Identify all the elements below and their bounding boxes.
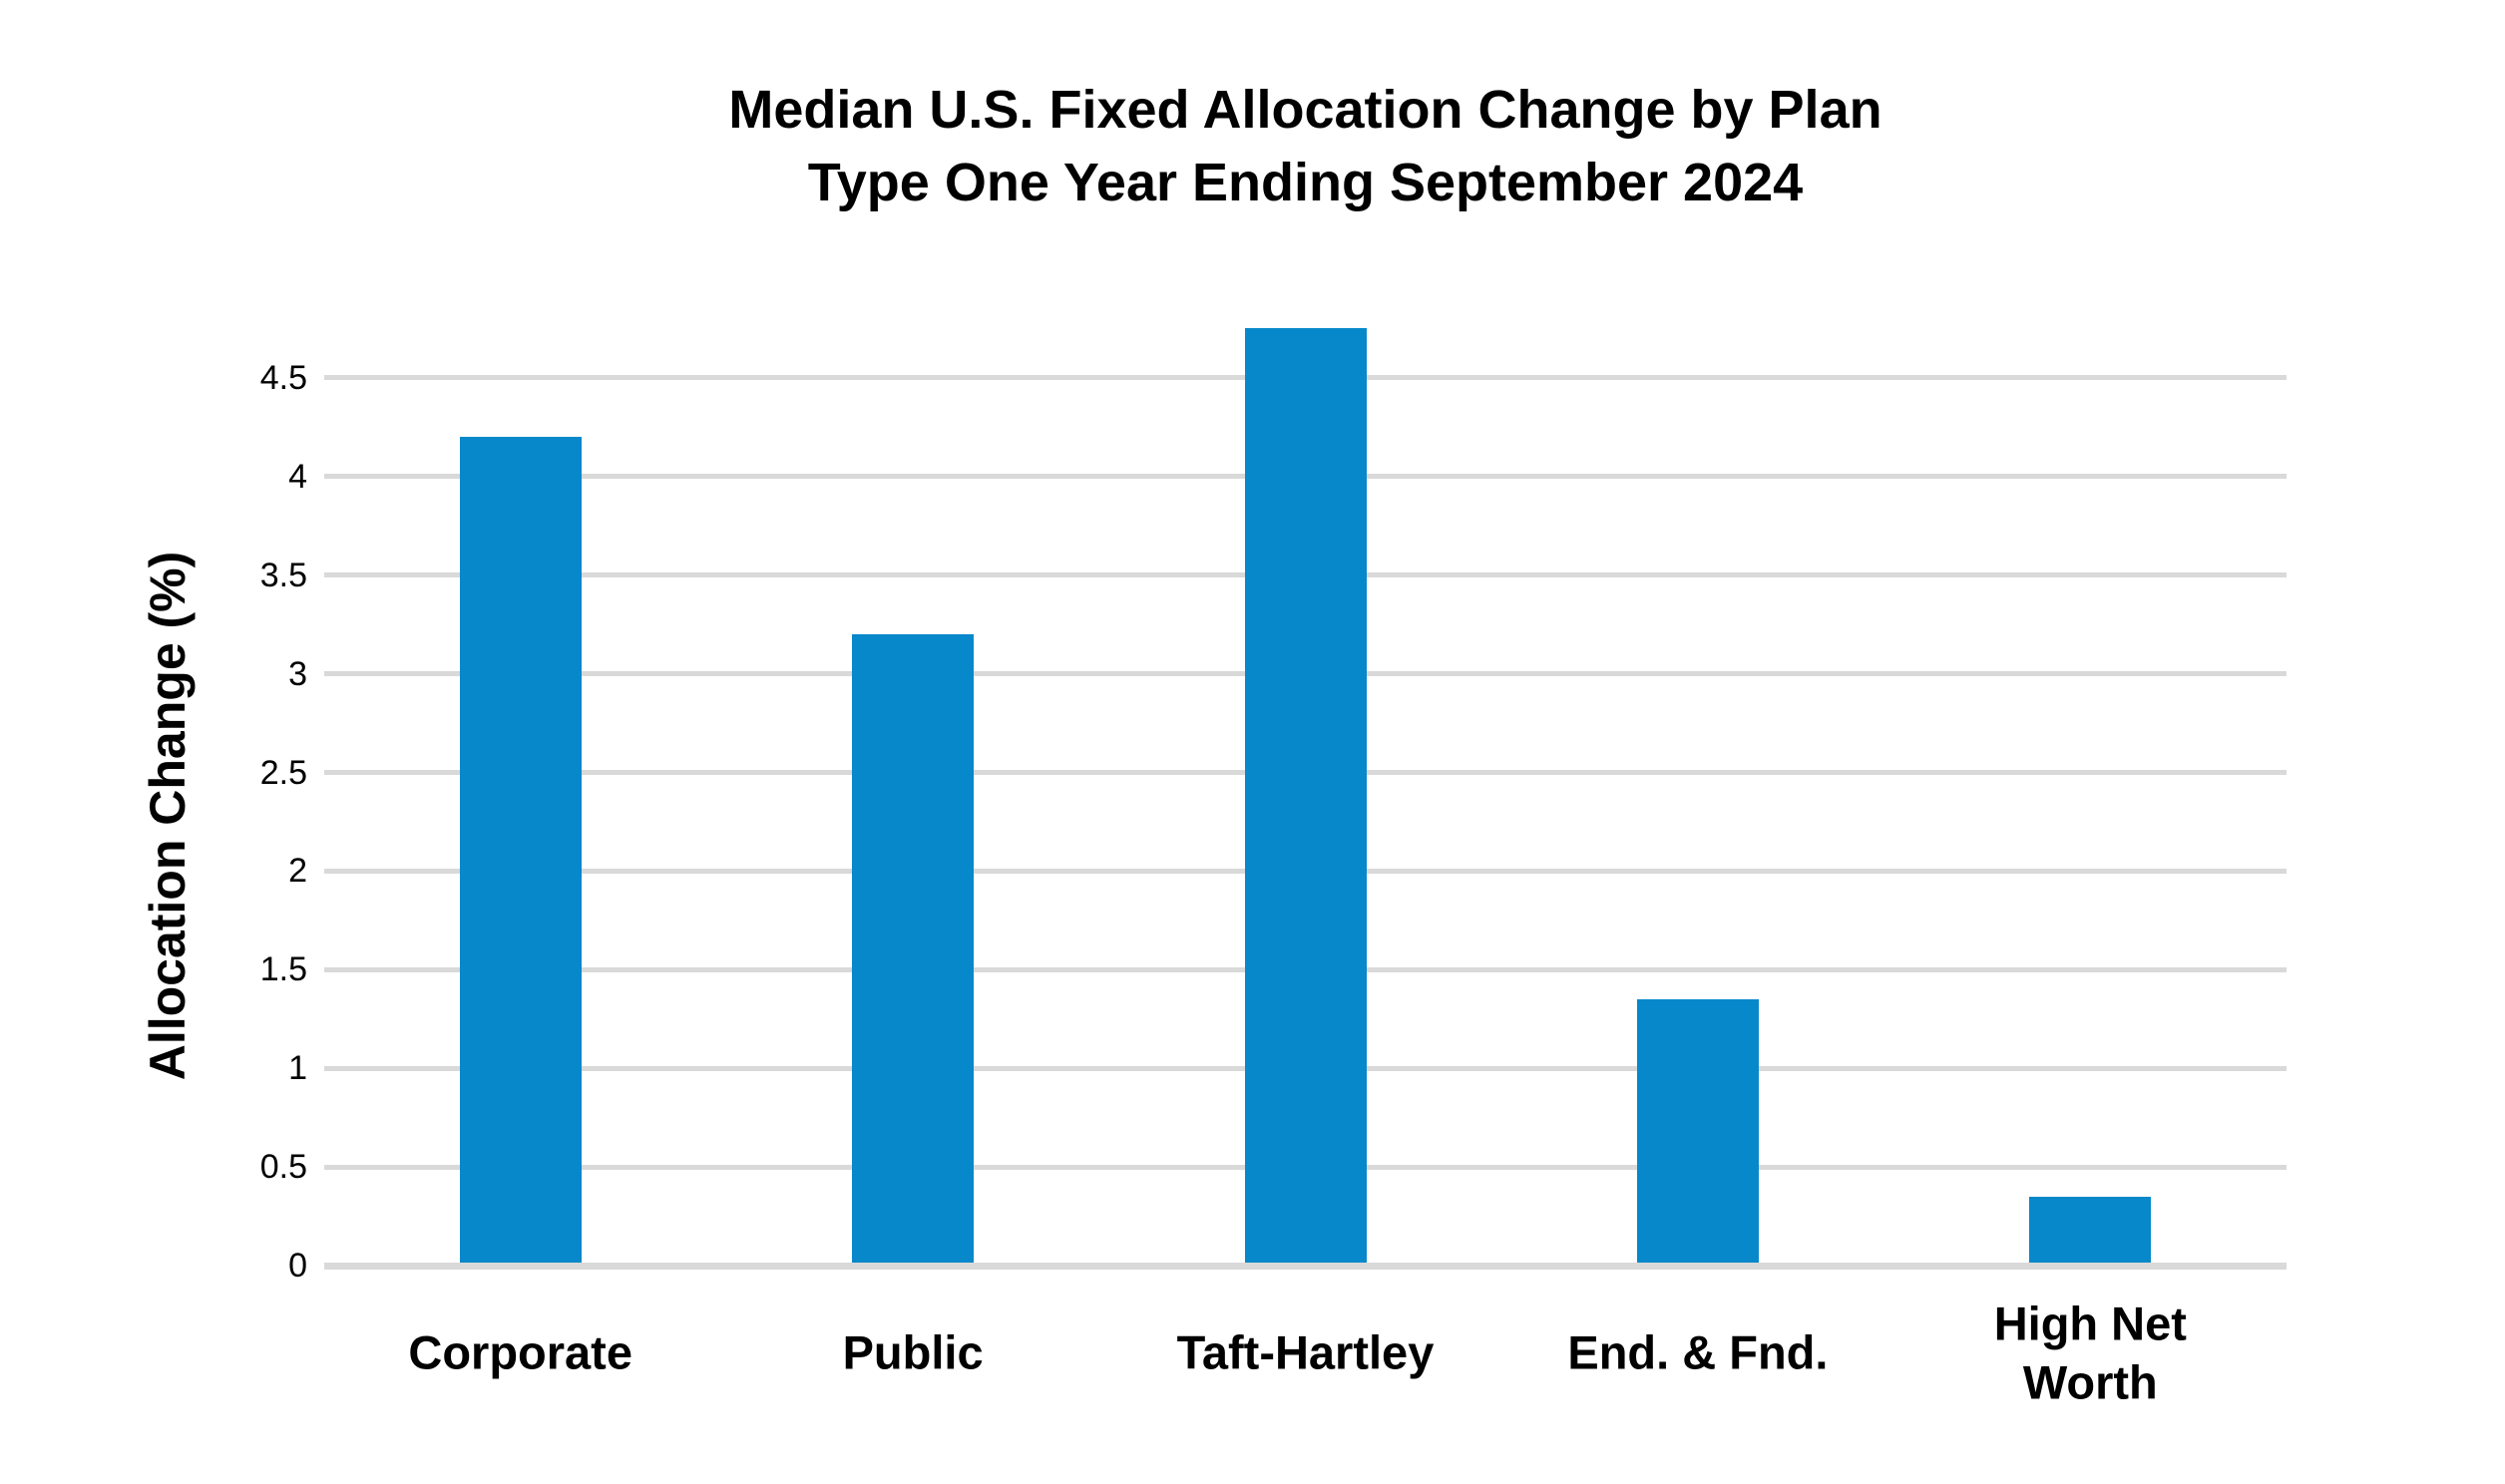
- chart-title-line-1: Median U.S. Fixed Allocation Change by P…: [728, 80, 1882, 140]
- x-category-label-line: Taft-Hartley: [1176, 1325, 1435, 1379]
- y-tick-label: 3: [288, 654, 307, 693]
- bar-end-fnd-: [1636, 998, 1759, 1266]
- x-category-label-line: Public: [842, 1325, 984, 1379]
- x-category-label-line: End. & Fnd.: [1567, 1325, 1829, 1379]
- x-category-label-end-fnd-: End. & Fnd.: [1567, 1324, 1828, 1383]
- x-category-label-public: Public: [843, 1324, 984, 1383]
- x-category-label-taft-hartley: Taft-Hartley: [1177, 1324, 1435, 1383]
- x-category-label-corporate: Corporate: [408, 1324, 632, 1383]
- x-category-label-line: Corporate: [408, 1325, 632, 1379]
- x-category-label-high-net-worth: High Net Worth: [1994, 1295, 2187, 1412]
- y-tick-label: 0: [288, 1247, 307, 1285]
- y-tick-label: 2.5: [259, 753, 307, 792]
- bar-high-net-worth: [2029, 1196, 2152, 1266]
- y-tick-label: 1.5: [259, 950, 307, 989]
- chart-title-line-2: Type One Year Ending September 2024: [807, 153, 1804, 213]
- y-tick-label: 4.5: [259, 358, 307, 397]
- x-category-label-line: Worth: [2022, 1355, 2158, 1408]
- y-axis-label: Allocation Change (%): [140, 551, 196, 1081]
- x-axis-baseline: [324, 1262, 2287, 1270]
- bar-corporate: [459, 437, 582, 1266]
- y-tick-label: 1: [288, 1049, 307, 1088]
- bar-public: [852, 634, 975, 1266]
- y-tick-label: 4: [288, 457, 307, 496]
- chart-title: Median U.S. Fixed Allocation Change by P…: [324, 74, 2287, 220]
- y-tick-label: 0.5: [259, 1148, 307, 1187]
- bar-taft-hartley: [1244, 328, 1367, 1266]
- x-category-label-line: High Net: [1993, 1297, 2187, 1350]
- y-tick-label: 2: [288, 852, 307, 891]
- y-tick-label: 3.5: [259, 556, 307, 594]
